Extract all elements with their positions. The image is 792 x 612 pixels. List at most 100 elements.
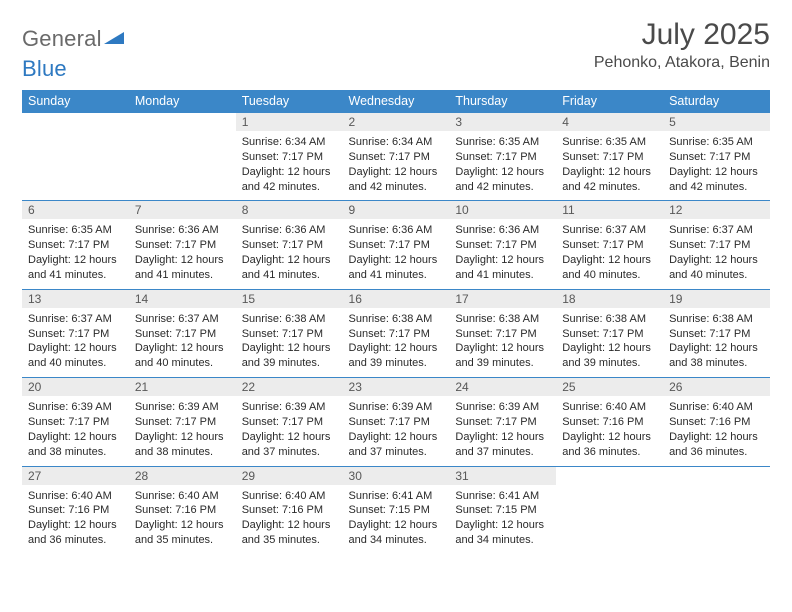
sunrise-line: Sunrise: 6:40 AM <box>242 489 337 504</box>
sunrise-line: Sunrise: 6:36 AM <box>349 223 444 238</box>
calendar-cell: 23Sunrise: 6:39 AMSunset: 7:17 PMDayligh… <box>343 378 450 466</box>
day-number: 26 <box>663 378 770 396</box>
cell-body: Sunrise: 6:41 AMSunset: 7:15 PMDaylight:… <box>449 485 556 554</box>
sunset-line: Sunset: 7:17 PM <box>562 238 657 253</box>
sunrise-line: Sunrise: 6:38 AM <box>669 312 764 327</box>
sunset-line: Sunset: 7:17 PM <box>28 327 123 342</box>
daylight-line: Daylight: 12 hours and 37 minutes. <box>455 430 550 460</box>
calendar-cell: 4Sunrise: 6:35 AMSunset: 7:17 PMDaylight… <box>556 113 663 201</box>
day-number: 1 <box>236 113 343 131</box>
daylight-line: Daylight: 12 hours and 34 minutes. <box>455 518 550 548</box>
sunrise-line: Sunrise: 6:40 AM <box>669 400 764 415</box>
cell-body: Sunrise: 6:36 AMSunset: 7:17 PMDaylight:… <box>236 219 343 288</box>
cell-body: Sunrise: 6:37 AMSunset: 7:17 PMDaylight:… <box>556 219 663 288</box>
daylight-line: Daylight: 12 hours and 38 minutes. <box>669 341 764 371</box>
sunset-line: Sunset: 7:17 PM <box>669 327 764 342</box>
calendar-cell: 19Sunrise: 6:38 AMSunset: 7:17 PMDayligh… <box>663 289 770 377</box>
cell-body: Sunrise: 6:39 AMSunset: 7:17 PMDaylight:… <box>236 396 343 465</box>
calendar-cell: 15Sunrise: 6:38 AMSunset: 7:17 PMDayligh… <box>236 289 343 377</box>
calendar-cell: 17Sunrise: 6:38 AMSunset: 7:17 PMDayligh… <box>449 289 556 377</box>
sunrise-line: Sunrise: 6:39 AM <box>242 400 337 415</box>
day-header: Monday <box>129 90 236 113</box>
day-header: Sunday <box>22 90 129 113</box>
sunset-line: Sunset: 7:17 PM <box>349 327 444 342</box>
cell-body: Sunrise: 6:38 AMSunset: 7:17 PMDaylight:… <box>556 308 663 377</box>
sunset-line: Sunset: 7:17 PM <box>28 415 123 430</box>
cell-body: Sunrise: 6:35 AMSunset: 7:17 PMDaylight:… <box>663 131 770 200</box>
cell-body: Sunrise: 6:38 AMSunset: 7:17 PMDaylight:… <box>449 308 556 377</box>
sunset-line: Sunset: 7:17 PM <box>349 415 444 430</box>
daylight-line: Daylight: 12 hours and 42 minutes. <box>242 165 337 195</box>
daylight-line: Daylight: 12 hours and 41 minutes. <box>28 253 123 283</box>
calendar-cell <box>556 466 663 554</box>
sunset-line: Sunset: 7:17 PM <box>242 238 337 253</box>
sunrise-line: Sunrise: 6:37 AM <box>562 223 657 238</box>
header: General Blue July 2025 Pehonko, Atakora,… <box>22 18 770 82</box>
day-number: 29 <box>236 467 343 485</box>
sunrise-line: Sunrise: 6:38 AM <box>455 312 550 327</box>
daylight-line: Daylight: 12 hours and 37 minutes. <box>242 430 337 460</box>
sunrise-line: Sunrise: 6:34 AM <box>349 135 444 150</box>
daylight-line: Daylight: 12 hours and 39 minutes. <box>455 341 550 371</box>
cell-body: Sunrise: 6:41 AMSunset: 7:15 PMDaylight:… <box>343 485 450 554</box>
day-number: 27 <box>22 467 129 485</box>
daylight-line: Daylight: 12 hours and 35 minutes. <box>135 518 230 548</box>
day-number: 14 <box>129 290 236 308</box>
day-number: 19 <box>663 290 770 308</box>
sunrise-line: Sunrise: 6:37 AM <box>28 312 123 327</box>
sunrise-line: Sunrise: 6:39 AM <box>349 400 444 415</box>
sunset-line: Sunset: 7:17 PM <box>669 150 764 165</box>
cell-body: Sunrise: 6:38 AMSunset: 7:17 PMDaylight:… <box>236 308 343 377</box>
day-number: 7 <box>129 201 236 219</box>
calendar-cell: 10Sunrise: 6:36 AMSunset: 7:17 PMDayligh… <box>449 201 556 289</box>
daylight-line: Daylight: 12 hours and 41 minutes. <box>242 253 337 283</box>
sunset-line: Sunset: 7:16 PM <box>562 415 657 430</box>
logo: General Blue <box>22 24 124 82</box>
sunrise-line: Sunrise: 6:39 AM <box>455 400 550 415</box>
day-header: Wednesday <box>343 90 450 113</box>
calendar-cell: 2Sunrise: 6:34 AMSunset: 7:17 PMDaylight… <box>343 113 450 201</box>
cell-body: Sunrise: 6:40 AMSunset: 7:16 PMDaylight:… <box>556 396 663 465</box>
sunrise-line: Sunrise: 6:36 AM <box>455 223 550 238</box>
calendar-cell: 26Sunrise: 6:40 AMSunset: 7:16 PMDayligh… <box>663 378 770 466</box>
calendar-cell: 31Sunrise: 6:41 AMSunset: 7:15 PMDayligh… <box>449 466 556 554</box>
logo-word-1: General <box>22 26 102 51</box>
cell-body: Sunrise: 6:40 AMSunset: 7:16 PMDaylight:… <box>22 485 129 554</box>
calendar-table: SundayMondayTuesdayWednesdayThursdayFrid… <box>22 90 770 554</box>
sunrise-line: Sunrise: 6:35 AM <box>28 223 123 238</box>
sunrise-line: Sunrise: 6:40 AM <box>28 489 123 504</box>
calendar-cell: 18Sunrise: 6:38 AMSunset: 7:17 PMDayligh… <box>556 289 663 377</box>
day-number: 21 <box>129 378 236 396</box>
cell-body: Sunrise: 6:38 AMSunset: 7:17 PMDaylight:… <box>663 308 770 377</box>
sunset-line: Sunset: 7:17 PM <box>455 238 550 253</box>
calendar-cell: 3Sunrise: 6:35 AMSunset: 7:17 PMDaylight… <box>449 113 556 201</box>
cell-body: Sunrise: 6:37 AMSunset: 7:17 PMDaylight:… <box>129 308 236 377</box>
day-number: 23 <box>343 378 450 396</box>
day-number: 15 <box>236 290 343 308</box>
cell-body: Sunrise: 6:38 AMSunset: 7:17 PMDaylight:… <box>343 308 450 377</box>
calendar-cell: 22Sunrise: 6:39 AMSunset: 7:17 PMDayligh… <box>236 378 343 466</box>
calendar-cell: 5Sunrise: 6:35 AMSunset: 7:17 PMDaylight… <box>663 113 770 201</box>
sunrise-line: Sunrise: 6:36 AM <box>135 223 230 238</box>
sunrise-line: Sunrise: 6:35 AM <box>455 135 550 150</box>
day-number: 25 <box>556 378 663 396</box>
calendar-cell: 25Sunrise: 6:40 AMSunset: 7:16 PMDayligh… <box>556 378 663 466</box>
day-number: 28 <box>129 467 236 485</box>
sunset-line: Sunset: 7:17 PM <box>455 415 550 430</box>
calendar-cell <box>129 113 236 201</box>
cell-body: Sunrise: 6:36 AMSunset: 7:17 PMDaylight:… <box>449 219 556 288</box>
page-title: July 2025 <box>594 18 770 52</box>
calendar-cell <box>663 466 770 554</box>
daylight-line: Daylight: 12 hours and 35 minutes. <box>242 518 337 548</box>
calendar-cell: 7Sunrise: 6:36 AMSunset: 7:17 PMDaylight… <box>129 201 236 289</box>
cell-body: Sunrise: 6:37 AMSunset: 7:17 PMDaylight:… <box>22 308 129 377</box>
calendar-cell: 14Sunrise: 6:37 AMSunset: 7:17 PMDayligh… <box>129 289 236 377</box>
sunrise-line: Sunrise: 6:35 AM <box>669 135 764 150</box>
day-number: 10 <box>449 201 556 219</box>
calendar-cell: 28Sunrise: 6:40 AMSunset: 7:16 PMDayligh… <box>129 466 236 554</box>
daylight-line: Daylight: 12 hours and 39 minutes. <box>349 341 444 371</box>
cell-body: Sunrise: 6:39 AMSunset: 7:17 PMDaylight:… <box>343 396 450 465</box>
cell-body: Sunrise: 6:39 AMSunset: 7:17 PMDaylight:… <box>449 396 556 465</box>
daylight-line: Daylight: 12 hours and 41 minutes. <box>349 253 444 283</box>
day-number: 24 <box>449 378 556 396</box>
